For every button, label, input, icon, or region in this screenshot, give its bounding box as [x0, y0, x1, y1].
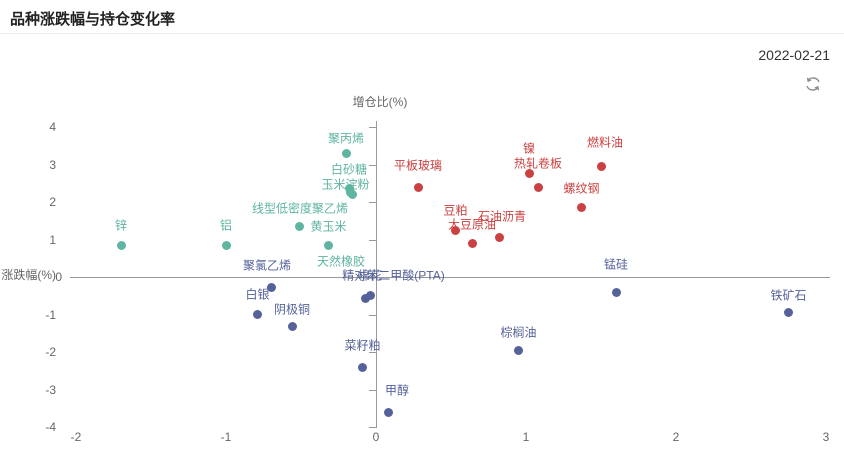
- point-label: 热轧卷板: [513, 156, 563, 171]
- y-axis-tick: [369, 202, 376, 203]
- scatter-point[interactable]: [266, 282, 276, 292]
- scatter-point[interactable]: [347, 190, 357, 199]
- y-axis-tick: [369, 239, 376, 241]
- y-axis-title: 增仓比(%): [352, 95, 408, 109]
- point-label: 白砂糖: [330, 162, 368, 177]
- y-axis-tick: [369, 389, 376, 391]
- point-label: 平板玻璃: [393, 158, 443, 173]
- point-label: 镍: [522, 141, 536, 156]
- header-divider: [0, 33, 844, 34]
- scatter-point[interactable]: [365, 291, 375, 301]
- x-tick-label: 2: [672, 430, 680, 444]
- y-tick-label: -3: [45, 382, 56, 397]
- scatter-point[interactable]: [295, 221, 304, 231]
- point-label: 白银: [245, 287, 270, 301]
- page-title: 品种涨跌幅与持仓变化率: [10, 11, 176, 28]
- point-label: 大豆原油: [447, 217, 497, 232]
- scatter-point[interactable]: [323, 240, 333, 250]
- y-axis-tick: [369, 352, 376, 353]
- y-tick-label: -1: [45, 307, 56, 322]
- x-axis-line: [70, 277, 830, 278]
- y-axis-tick: [369, 164, 376, 166]
- scatter-point[interactable]: [413, 182, 423, 192]
- point-label: 锌: [114, 218, 128, 233]
- x-axis-title: 涨跌幅(%): [1, 268, 56, 282]
- point-label: 玉米淀粉: [321, 177, 370, 192]
- point-label: 阴极铜: [273, 302, 311, 317]
- scatter-point[interactable]: [784, 308, 793, 318]
- scatter-point[interactable]: [361, 293, 370, 303]
- y-axis-line: [376, 121, 377, 428]
- point-label: 铁矿石: [770, 288, 807, 303]
- scatter-point[interactable]: [116, 240, 126, 250]
- point-label: 天然橡胶: [316, 254, 366, 269]
- x-tick-label: -2: [70, 430, 82, 444]
- point-label: 聚丙烯: [327, 131, 365, 146]
- point-label: 燃料油: [586, 135, 624, 150]
- y-tick-label: 3: [49, 157, 56, 172]
- scatter-point[interactable]: [524, 169, 534, 179]
- scatter-point[interactable]: [287, 322, 297, 332]
- scatter-point[interactable]: [341, 148, 351, 158]
- point-label: 聚氯乙烯: [242, 258, 292, 273]
- x-tick-label: 1: [522, 430, 530, 444]
- y-tick-label: 4: [49, 120, 56, 134]
- scatter-point[interactable]: [383, 407, 393, 417]
- scatter-point[interactable]: [514, 345, 523, 355]
- scatter-point[interactable]: [451, 225, 460, 235]
- x-tick-label: -1: [220, 430, 232, 444]
- scatter-point[interactable]: [533, 182, 543, 192]
- point-label: 锰硅: [603, 257, 629, 272]
- x-tick-label: 0: [372, 430, 380, 444]
- point-label: 黄玉米: [310, 219, 347, 234]
- y-tick-label: -2: [45, 345, 56, 359]
- point-label: 棉花: [357, 268, 383, 283]
- point-label: 豆粕: [443, 203, 468, 218]
- point-label: 甲醇: [384, 383, 410, 398]
- refresh-icon: [806, 77, 820, 91]
- scatter-point[interactable]: [494, 233, 504, 243]
- point-label: 棕榈油: [500, 325, 537, 340]
- y-tick-label: 1: [49, 232, 56, 247]
- point-label: 精对苯二甲酸(PTA): [342, 268, 445, 283]
- scatter-point[interactable]: [596, 161, 606, 171]
- date-label: 2022-02-21: [758, 47, 830, 63]
- point-label: 铝: [219, 218, 233, 233]
- y-axis-tick: [369, 427, 376, 428]
- scatter-point[interactable]: [467, 238, 477, 248]
- y-tick-label: 0: [55, 270, 62, 284]
- refresh-button[interactable]: [802, 74, 824, 96]
- x-tick-label: 3: [822, 430, 830, 444]
- point-label: 螺纹钢: [563, 181, 600, 196]
- y-axis-tick: [369, 127, 376, 128]
- scatter-point[interactable]: [577, 203, 586, 213]
- y-tick-label: 2: [49, 195, 56, 209]
- point-label: 菜籽粕: [344, 338, 381, 353]
- scatter-point[interactable]: [221, 240, 231, 250]
- scatter-point[interactable]: [358, 362, 367, 372]
- point-label: 石油沥青: [477, 209, 527, 224]
- y-axis-tick: [369, 314, 376, 316]
- scatter-point[interactable]: [253, 310, 262, 319]
- scatter-point[interactable]: [611, 287, 621, 297]
- point-label: 线型低密度聚乙烯: [251, 201, 349, 215]
- y-tick-label: -4: [45, 420, 56, 434]
